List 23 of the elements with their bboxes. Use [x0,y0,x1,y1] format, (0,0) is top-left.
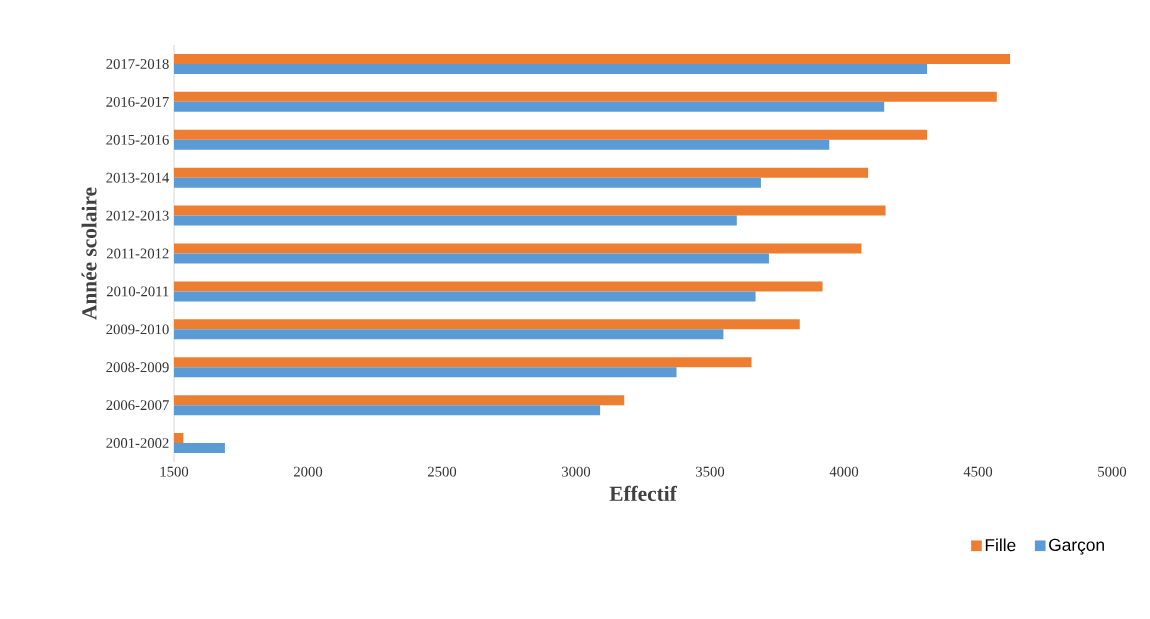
y-tick-label: 2006-2007 [106,400,169,411]
x-tick-label: 4500 [963,466,993,477]
y-axis-title: Année scolaire [81,187,97,320]
y-tick-label: 2012-2013 [106,210,169,221]
x-tick-label: 4000 [829,466,859,477]
x-axis-title: Effectif [609,485,677,501]
y-tick-label: 2011-2012 [106,248,169,259]
y-tick-label: 2017-2018 [106,59,169,69]
x-tick-label: 2500 [427,466,457,477]
legend-label: Fille [985,538,1016,552]
y-tick-label: 2016-2017 [106,96,169,107]
y-tick-label: 2010-2011 [106,286,169,297]
y-tick-label: 2009-2010 [106,324,169,335]
y-tick-label: 2008-2009 [106,362,169,373]
x-tick-label: 1500 [160,466,189,477]
x-tick-label: 3000 [562,466,591,477]
legend-label: Garçon [1049,538,1104,555]
y-tick-label: 2013-2014 [106,172,170,183]
y-tick-label: 2001-2002 [106,438,169,448]
x-tick-label: 5000 [1098,466,1127,477]
y-tick-label: 2015-2016 [106,134,169,145]
x-tick-label: 3500 [696,466,725,477]
x-tick-label: 2000 [293,466,323,477]
